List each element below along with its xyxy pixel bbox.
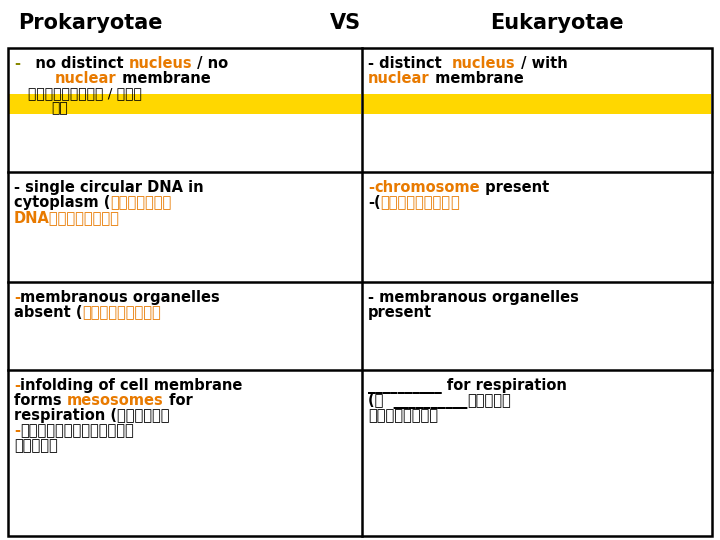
Text: nuclear: nuclear — [55, 71, 117, 86]
Text: 吸作用放出能量）: 吸作用放出能量） — [368, 408, 438, 423]
Text: chromosome: chromosome — [374, 180, 480, 195]
Bar — [363, 94, 711, 114]
Text: 而成間體，用於細胞呼吸作用: 而成間體，用於細胞呼吸作用 — [20, 423, 134, 438]
Text: membranous organelles: membranous organelles — [20, 290, 220, 305]
Text: 放出能量）: 放出能量） — [14, 438, 58, 453]
Text: membrane: membrane — [430, 71, 523, 86]
Text: membrane: membrane — [117, 71, 210, 86]
Text: - single circular DNA in: - single circular DNA in — [14, 180, 204, 195]
Text: for: for — [163, 393, 192, 408]
Text: nucleus: nucleus — [129, 56, 192, 71]
Text: （沒有定形的細胞核 / 沒有核: （沒有定形的細胞核 / 沒有核 — [28, 86, 142, 100]
Text: forms: forms — [14, 393, 67, 408]
Text: absent (: absent ( — [14, 305, 83, 320]
Text: infolding of cell membrane: infolding of cell membrane — [20, 378, 243, 393]
Text: cytoplasm (: cytoplasm ( — [14, 195, 110, 210]
Text: 沒有膜狀的細胞器）: 沒有膜狀的細胞器） — [83, 305, 161, 320]
Text: -: - — [14, 290, 20, 305]
Text: (有  __________: (有 __________ — [368, 393, 467, 409]
Text: VS: VS — [330, 13, 361, 33]
Text: - membranous organelles: - membranous organelles — [368, 290, 579, 305]
Text: 用於細胞呼: 用於細胞呼 — [467, 393, 511, 408]
Text: 遺傳物質為染色體: 遺傳物質為染色體 — [381, 195, 451, 210]
Text: mesosomes: mesosomes — [67, 393, 163, 408]
Text: present: present — [368, 305, 432, 320]
Text: present: present — [480, 180, 549, 195]
Bar — [9, 94, 361, 114]
Text: Eukaryotae: Eukaryotae — [490, 13, 624, 33]
Text: respiration (細胞膜向內陷: respiration (細胞膜向內陷 — [14, 408, 169, 423]
Text: -: - — [14, 56, 20, 71]
Text: - distinct: - distinct — [368, 56, 452, 71]
Text: -(: -( — [368, 195, 381, 210]
Text: no distinct: no distinct — [20, 56, 129, 71]
Text: / no: / no — [192, 56, 228, 71]
Text: DNA，位於細胞質內）: DNA，位於細胞質內） — [14, 210, 120, 225]
Text: ）: ） — [451, 195, 459, 210]
Text: -: - — [368, 180, 374, 195]
Text: __________ for respiration: __________ for respiration — [368, 378, 567, 394]
Text: -: - — [14, 378, 20, 393]
Text: 膜）: 膜） — [51, 101, 68, 115]
Text: nucleus: nucleus — [452, 56, 516, 71]
Text: Prokaryotae: Prokaryotae — [18, 13, 163, 33]
Text: / with: / with — [516, 56, 567, 71]
Text: 遺傳物質為環形: 遺傳物質為環形 — [110, 195, 171, 210]
Text: nuclear: nuclear — [368, 71, 430, 86]
Text: -: - — [14, 423, 20, 438]
